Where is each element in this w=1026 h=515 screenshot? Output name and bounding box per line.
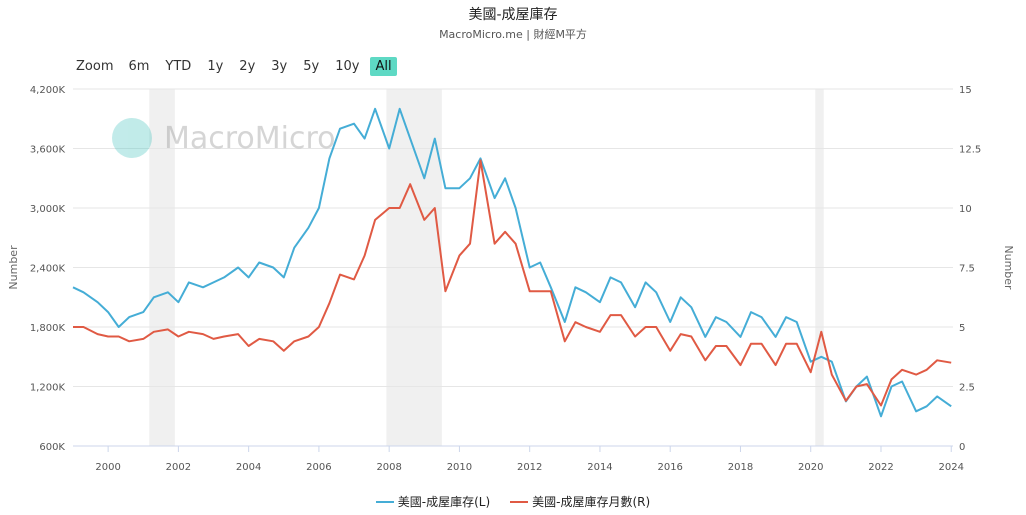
series-line-months-supply <box>73 159 952 407</box>
y-left-tick-4: 3,000K <box>30 204 66 215</box>
macromicro-logo-icon <box>112 118 152 158</box>
x-tick-6: 2012 <box>517 462 542 473</box>
y-right-tick-1: 2.5 <box>959 383 975 394</box>
zoom-all-button[interactable]: All <box>370 56 397 76</box>
y-right-tick-4: 10 <box>959 204 972 215</box>
x-tick-11: 2022 <box>868 462 893 473</box>
chart-canvas: 600K 1,200K 1,800K 2,400K 3,000K 3,600K 4,200K… <box>7 85 1015 473</box>
y-left-tick-5: 3,600K <box>30 145 66 156</box>
y-right-tick-0: 0 <box>959 442 965 453</box>
y-right-tick-3: 7.5 <box>959 264 975 275</box>
x-tick-5: 2010 <box>447 462 472 473</box>
y-right-tick-5: 12.5 <box>959 145 981 156</box>
chart-subtitle: MacroMicro.me | 財經M平方 <box>439 28 587 41</box>
watermark: MacroMicro <box>112 118 336 158</box>
legend-item-months-supply[interactable]: 美國-成屋庫存月數(R) <box>510 493 650 510</box>
y-left-tick-1: 1,200K <box>30 383 66 394</box>
x-tick-8: 2016 <box>657 462 682 473</box>
x-tick-7: 2014 <box>587 462 612 473</box>
chart-title: 美國-成屋庫存 <box>468 7 558 23</box>
legend-item-inventory[interactable]: 美國-成屋庫存(L) <box>375 493 491 510</box>
y-left-axis-label: Number <box>7 245 20 290</box>
y-left-tick-3: 2,400K <box>30 264 66 275</box>
y-right-tick-2: 5 <box>959 323 965 334</box>
legend-swatch-months-supply <box>510 500 529 503</box>
legend-label-inventory: 美國-成屋庫存(L) <box>397 495 491 509</box>
x-tick-2: 2004 <box>236 462 261 473</box>
y-left-tick-0: 600K <box>39 442 65 453</box>
watermark-text: MacroMicro <box>164 120 336 156</box>
zoom-5y-button[interactable]: 5y <box>303 58 320 74</box>
y-right-tick-6: 15 <box>959 85 972 96</box>
series-line-inventory <box>72 107 952 418</box>
legend-swatch-inventory <box>375 500 394 503</box>
x-tick-1: 2002 <box>166 462 191 473</box>
x-tick-9: 2018 <box>728 462 753 473</box>
zoom-10y-button[interactable]: 10y <box>335 58 360 74</box>
x-tick-10: 2020 <box>798 462 823 473</box>
y-left-tick-2: 1,800K <box>30 323 66 334</box>
zoom-2y-button[interactable]: 2y <box>239 58 256 74</box>
zoom-1y-button[interactable]: 1y <box>207 58 224 74</box>
zoom-3y-button[interactable]: 3y <box>271 58 288 74</box>
x-tick-4: 2008 <box>376 462 401 473</box>
zoom-label: Zoom <box>76 58 114 74</box>
x-tick-3: 2006 <box>306 462 331 473</box>
zoom-ytd-button[interactable]: YTD <box>165 58 192 74</box>
y-right-axis-label: Number <box>1002 245 1015 290</box>
legend-label-months-supply: 美國-成屋庫存月數(R) <box>532 495 651 509</box>
zoom-6m-button[interactable]: 6m <box>128 58 150 74</box>
x-tick-12: 2024 <box>939 462 964 473</box>
y-left-tick-6: 4,200K <box>30 85 66 96</box>
x-tick-0: 2000 <box>95 462 120 473</box>
chart-legend: 美國-成屋庫存(L) 美國-成屋庫存月數(R) <box>0 493 1026 510</box>
zoom-bar: Zoom 6m YTD 1y 2y 3y 5y 10y All <box>76 55 403 77</box>
